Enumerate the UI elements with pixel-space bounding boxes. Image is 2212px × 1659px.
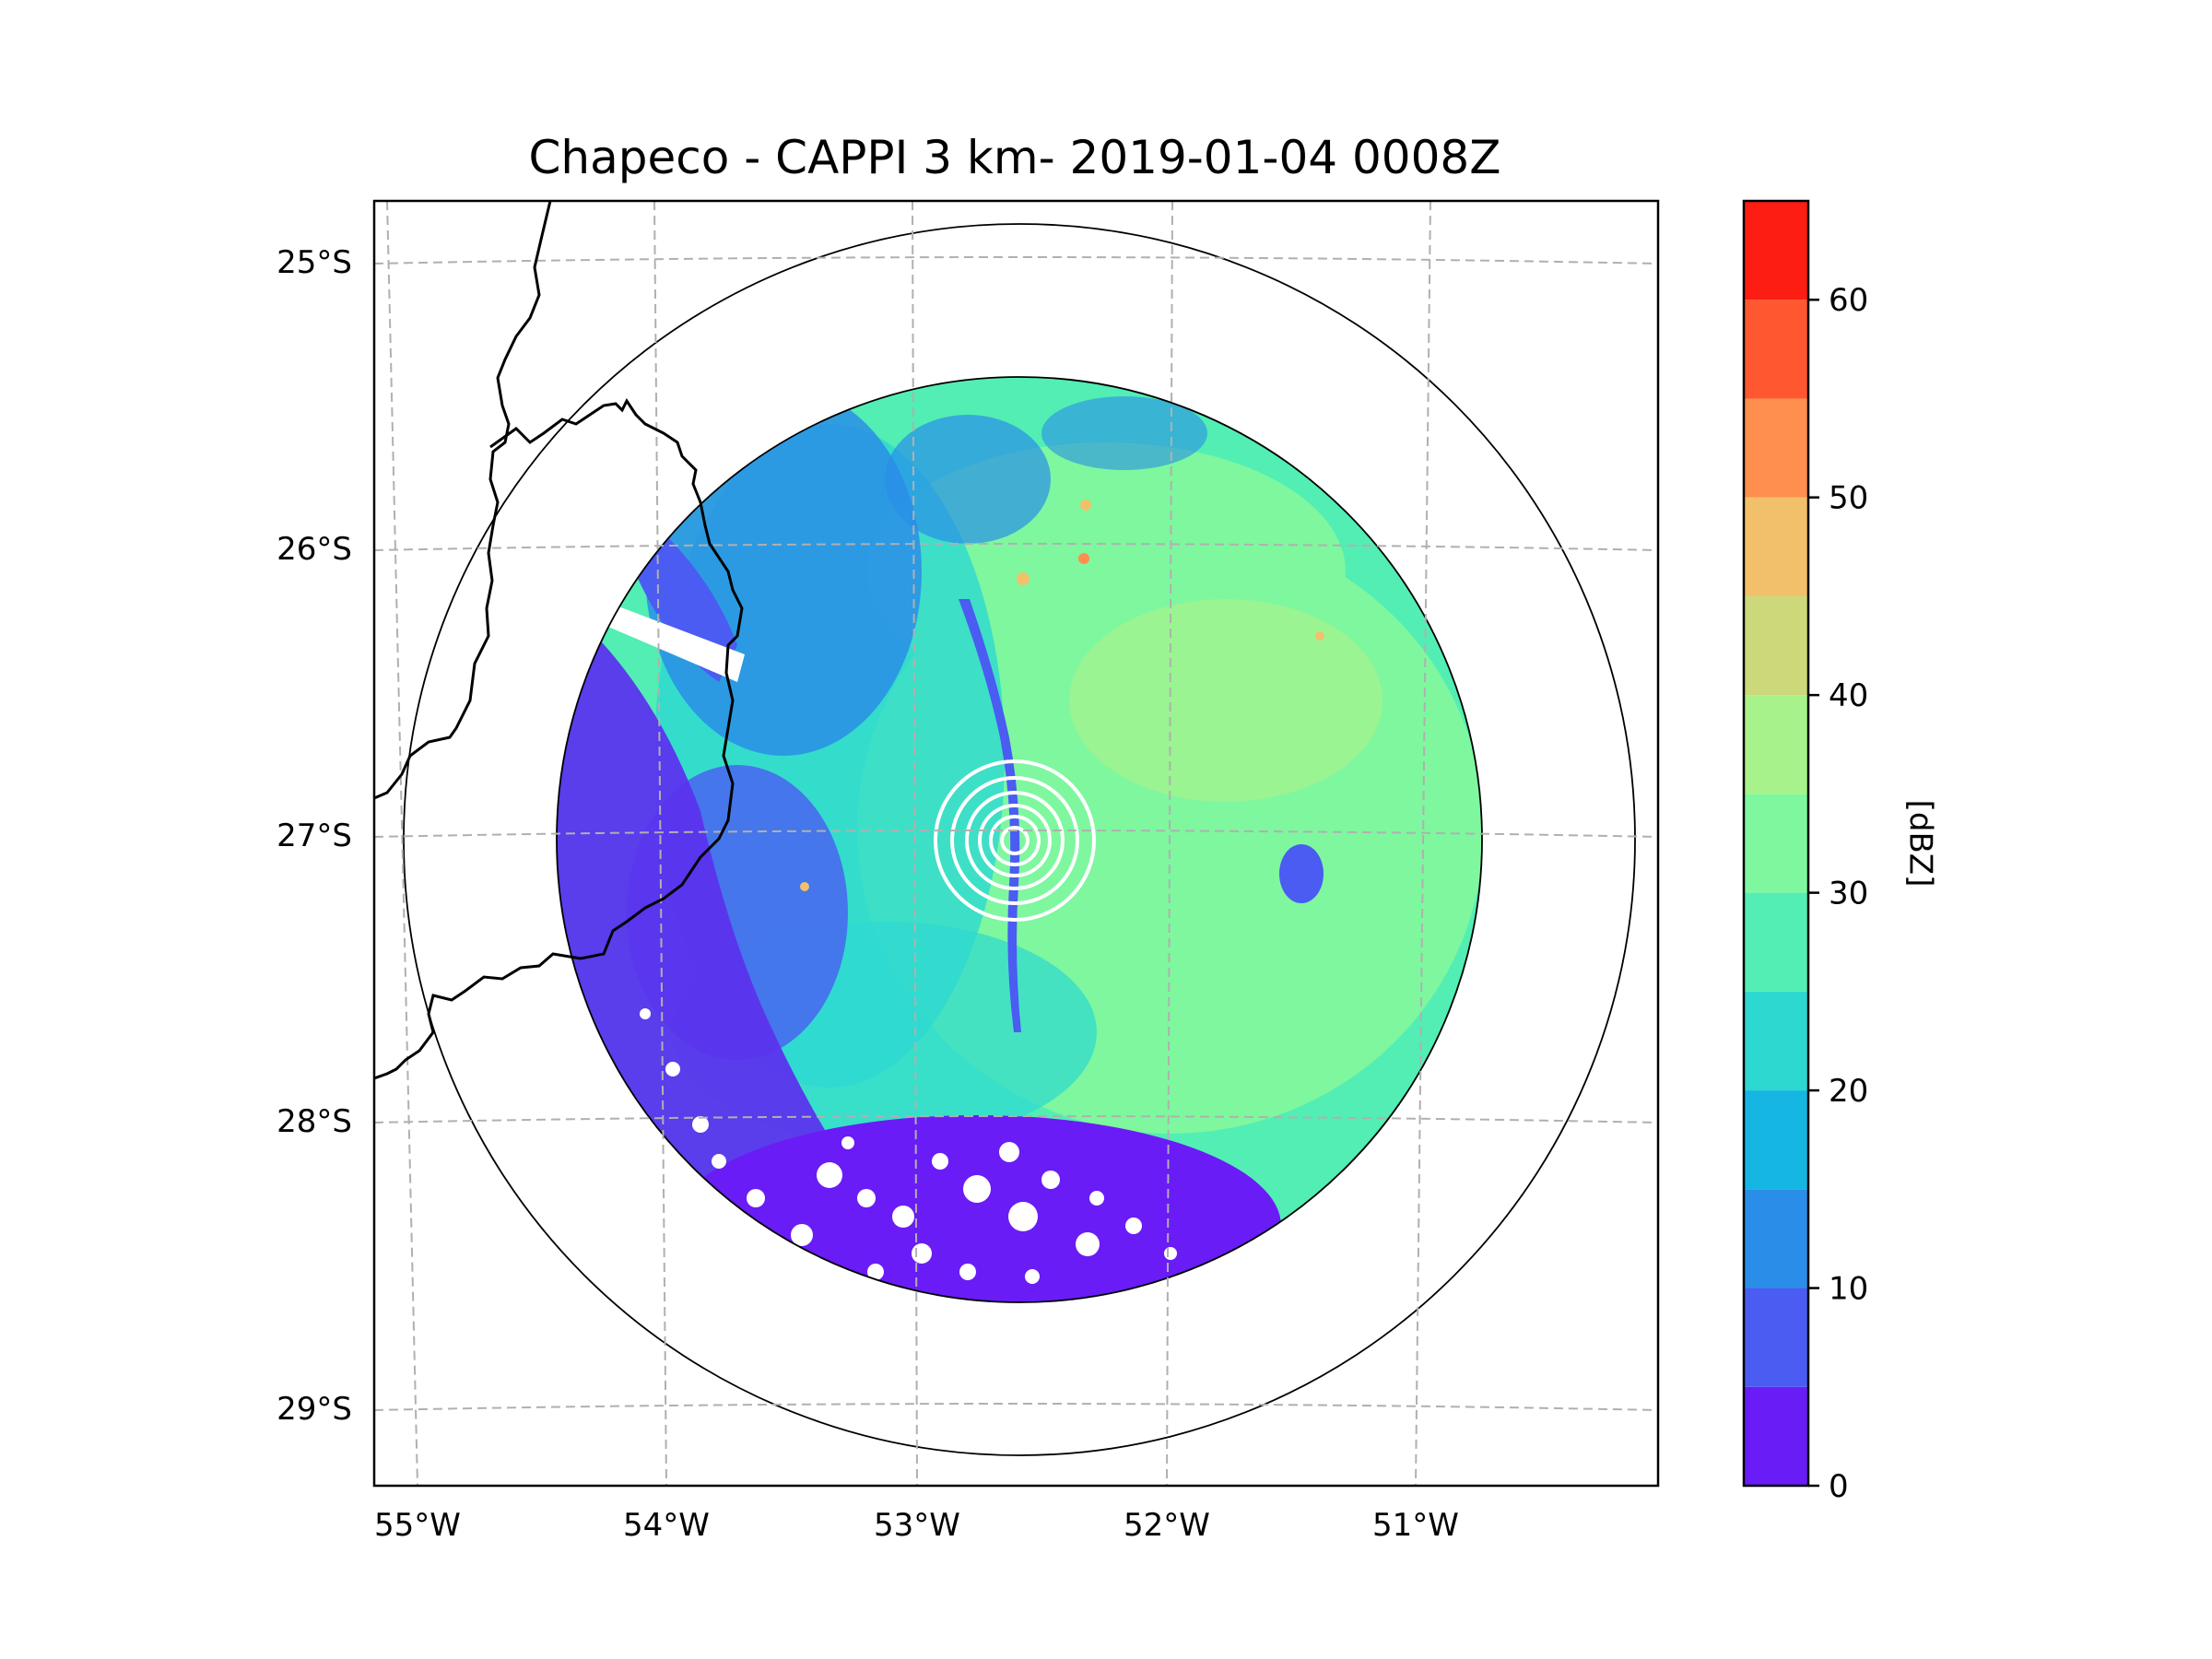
lon-label-52: 52°W [1124, 1507, 1210, 1544]
colorbar-tick-label: 60 [1829, 282, 1868, 319]
map-frame [372, 199, 1660, 1488]
latitude-labels: 25°S 26°S 27°S 28°S 29°S [276, 244, 352, 1428]
chart-title: Chapeco - CAPPI 3 km- 2019-01-04 0008Z [529, 131, 1501, 184]
colorbar-band-55 [1744, 300, 1808, 399]
colorbar-tick-label: 0 [1829, 1468, 1849, 1505]
colorbar-band-35 [1744, 695, 1808, 794]
colorbar-band-40 [1744, 595, 1808, 696]
lat-label-29: 29°S [276, 1391, 352, 1428]
colorbar-frame [1742, 199, 1810, 1488]
colorbar-band-25 [1744, 892, 1808, 992]
colorbar-band-20 [1744, 991, 1808, 1091]
lat-label-27: 27°S [276, 818, 352, 854]
lat-label-26: 26°S [276, 531, 352, 568]
colorbar-band-50 [1744, 398, 1808, 498]
colorbar-band-0 [1744, 1386, 1808, 1486]
colorbar-tick-label: 40 [1829, 677, 1868, 714]
lon-label-53: 53°W [874, 1507, 960, 1544]
map-axes [372, 199, 1660, 1488]
colorbar-band-10 [1744, 1189, 1808, 1288]
colorbar-ticks: 0 10 20 30 40 50 60 [1808, 282, 1868, 1505]
graticule [374, 201, 1658, 1486]
colorbar-band-60 [1744, 201, 1808, 300]
lon-label-55: 55°W [374, 1507, 461, 1544]
longitude-labels: 55°W 54°W 53°W 52°W 51°W [374, 1507, 1459, 1544]
colorbar-tick-label: 30 [1829, 876, 1868, 912]
radar-site-rings [934, 759, 1096, 922]
political-boundaries [374, 201, 744, 1080]
colorbar-label: [dBZ] [1902, 800, 1939, 888]
outer-range-ring [403, 223, 1636, 1456]
lon-label-54: 54°W [623, 1507, 710, 1544]
radar-coverage-ring [556, 376, 1483, 1303]
colorbar-band-45 [1744, 497, 1808, 596]
lat-label-28: 28°S [276, 1103, 352, 1140]
colorbar: 0 10 20 30 40 50 60 [dBZ] [1742, 199, 1939, 1505]
lon-label-51: 51°W [1372, 1507, 1459, 1544]
colorbar-band-5 [1744, 1288, 1808, 1387]
colorbar-band-15 [1744, 1090, 1808, 1190]
colorbar-tick-label: 10 [1829, 1271, 1868, 1308]
colorbar-tick-label: 50 [1829, 480, 1868, 517]
lat-label-25: 25°S [276, 244, 352, 281]
colorbar-tick-label: 20 [1829, 1073, 1868, 1110]
colorbar-bands [1744, 201, 1808, 1486]
colorbar-band-30 [1744, 794, 1808, 893]
